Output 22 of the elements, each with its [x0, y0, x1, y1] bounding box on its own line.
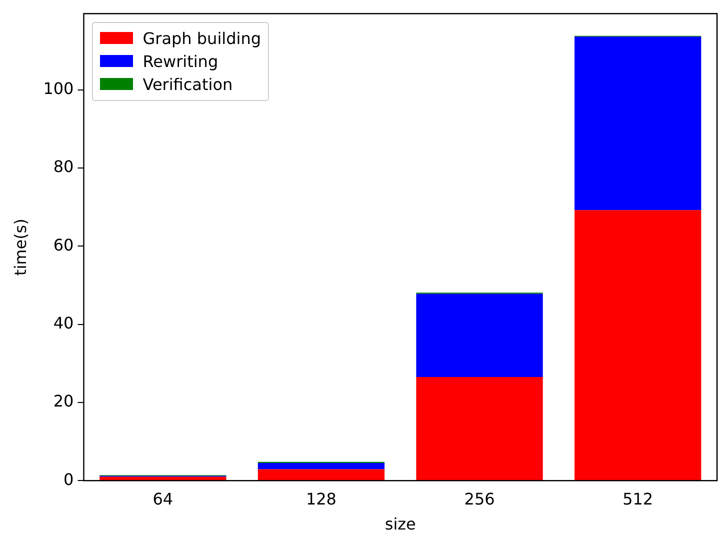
x-tick-label: 64	[152, 489, 174, 508]
bar	[574, 36, 702, 210]
y-tick-label: 80	[53, 157, 74, 176]
bar	[258, 469, 385, 480]
bar	[100, 476, 226, 480]
y-tick-label: 100	[43, 78, 74, 98]
legend-label: Verification	[142, 74, 233, 94]
x-tick-label: 256	[464, 489, 495, 508]
y-tick-label: 0	[64, 470, 74, 489]
x-axis-title: size	[384, 514, 416, 534]
x-tick-label: 128	[306, 489, 336, 508]
x-tick-label: 512	[622, 489, 654, 508]
legend-label: Rewriting	[142, 52, 218, 71]
legend-label: Graph building	[142, 28, 261, 48]
bar	[416, 294, 543, 378]
y-tick-label: 40	[53, 313, 74, 332]
y-tick-label: 20	[53, 392, 74, 411]
bar	[416, 377, 543, 480]
y-axis-title: time(s)	[10, 218, 30, 276]
bar	[574, 210, 702, 480]
bar	[258, 463, 385, 470]
y-tick-label: 60	[53, 235, 74, 254]
